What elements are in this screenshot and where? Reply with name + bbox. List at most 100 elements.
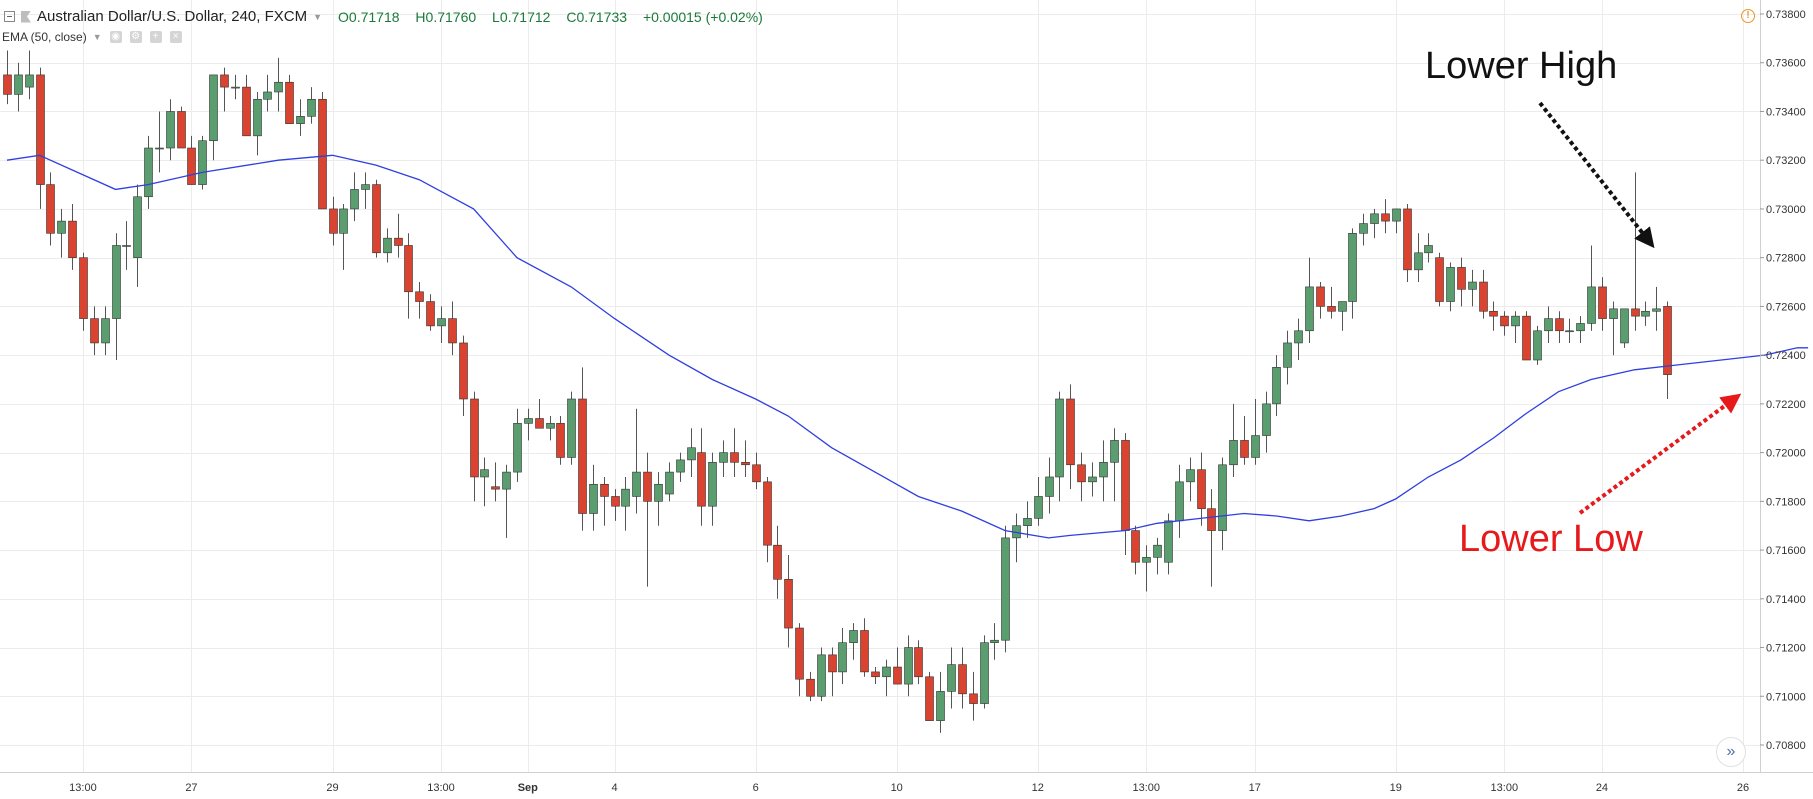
candle bbox=[1511, 311, 1520, 343]
time-tick-label: 12 bbox=[1032, 782, 1044, 794]
visibility-icon[interactable]: ◉ bbox=[109, 31, 122, 43]
candle bbox=[535, 398, 544, 429]
price-tick-label: 0.71400 bbox=[1766, 594, 1806, 606]
candle bbox=[806, 671, 815, 702]
indicator-chevron-icon[interactable]: ▼ bbox=[92, 32, 102, 42]
time-tick-label: 27 bbox=[185, 782, 197, 794]
candle-body-down bbox=[773, 544, 782, 580]
candle-body-down bbox=[1522, 315, 1531, 361]
flag-icon[interactable] bbox=[21, 10, 31, 23]
candle bbox=[600, 476, 609, 526]
candle-body-down bbox=[1489, 310, 1498, 317]
price-tick-label: 0.73600 bbox=[1766, 58, 1806, 70]
candle bbox=[795, 623, 804, 697]
candle-body-up bbox=[274, 81, 283, 93]
candle-body-down bbox=[36, 74, 45, 185]
candle bbox=[198, 135, 207, 190]
candle-body-down bbox=[318, 98, 327, 210]
candle-body-down bbox=[404, 245, 413, 293]
indicator-row: EMA (50, close) ▼ ◉ ⚙ + × bbox=[2, 30, 182, 44]
candle bbox=[1348, 228, 1357, 319]
candle bbox=[925, 671, 934, 721]
candle-body-down bbox=[1121, 440, 1130, 531]
candle bbox=[1609, 301, 1618, 356]
candle-body-up bbox=[546, 423, 555, 429]
candle-body-up bbox=[253, 98, 262, 137]
candle-body-up bbox=[980, 642, 989, 704]
candle bbox=[350, 172, 359, 222]
candle-body-up bbox=[1272, 367, 1281, 405]
candle bbox=[1240, 416, 1249, 465]
candle-body-up bbox=[296, 116, 305, 124]
price-tick-label: 0.72000 bbox=[1766, 448, 1806, 460]
warning-icon[interactable]: ! bbox=[1741, 9, 1755, 23]
candle bbox=[665, 462, 674, 502]
candle-body-up bbox=[101, 318, 110, 344]
candle bbox=[860, 618, 869, 677]
scroll-to-realtime-button[interactable]: » bbox=[1716, 737, 1746, 767]
price-tick-label: 0.71600 bbox=[1766, 545, 1806, 557]
candle-body-up bbox=[383, 237, 392, 254]
candle bbox=[437, 306, 446, 343]
candle-body-up bbox=[1034, 496, 1043, 519]
candle bbox=[1229, 403, 1238, 477]
indicator-label[interactable]: EMA (50, close) bbox=[2, 30, 87, 44]
candle-body-up bbox=[1305, 286, 1314, 332]
candle bbox=[1435, 252, 1444, 307]
candle bbox=[1338, 301, 1347, 331]
chart-header: Australian Dollar/U.S. Dollar, 240, FXCM… bbox=[0, 0, 1760, 44]
candle bbox=[1392, 208, 1401, 234]
candle bbox=[914, 640, 923, 685]
candle-body-up bbox=[1023, 518, 1032, 527]
candle bbox=[1641, 301, 1650, 326]
symbol-title[interactable]: Australian Dollar/U.S. Dollar, 240, FXCM bbox=[37, 8, 308, 25]
candle bbox=[25, 50, 34, 100]
candle bbox=[1283, 330, 1292, 385]
candle-body-down bbox=[3, 74, 12, 95]
price-axis[interactable]: 0.70800 0.71000 0.71200 0.71400 0.71600 0.718… bbox=[1760, 9, 1806, 752]
chevron-down-icon[interactable]: ▼ bbox=[313, 11, 323, 22]
candle-body-up bbox=[990, 639, 999, 643]
candle-body-up bbox=[231, 86, 240, 89]
candle-body-down bbox=[828, 654, 837, 673]
candle bbox=[1522, 311, 1531, 361]
candle-body-up bbox=[1251, 435, 1260, 458]
candle bbox=[383, 228, 392, 263]
candle bbox=[1121, 433, 1130, 555]
candle bbox=[1316, 282, 1325, 319]
candle-body-up bbox=[513, 423, 522, 473]
ohlc-values: O0.71718 H0.71760 L0.71712 C0.71733 +0.0… bbox=[338, 9, 775, 25]
candle bbox=[1088, 462, 1097, 497]
candle-body-up bbox=[665, 471, 674, 495]
collapse-icon[interactable] bbox=[4, 11, 15, 22]
candle bbox=[990, 623, 999, 660]
candle-body-up bbox=[719, 452, 728, 463]
price-tick-label: 0.72600 bbox=[1766, 301, 1806, 313]
more-icon[interactable]: + bbox=[149, 31, 162, 43]
candle bbox=[1327, 286, 1336, 319]
candle bbox=[166, 99, 175, 161]
candle-body-down bbox=[730, 452, 739, 463]
candle-body-up bbox=[1544, 318, 1553, 332]
candle bbox=[448, 301, 457, 356]
candle bbox=[1446, 262, 1455, 312]
candle-body-up bbox=[144, 147, 153, 198]
candle-body-up bbox=[339, 208, 348, 234]
price-tick-label: 0.73200 bbox=[1766, 155, 1806, 167]
candle bbox=[958, 647, 967, 709]
remove-icon[interactable]: × bbox=[169, 31, 182, 43]
settings-icon[interactable]: ⚙ bbox=[129, 31, 142, 43]
time-axis[interactable]: 13:00 27 29 13:00 Sep 4 6 10 12 13:00 17 19 13:00 24 2… bbox=[69, 782, 1749, 794]
price-tick-label: 0.70800 bbox=[1766, 740, 1806, 752]
candle-body-up bbox=[480, 469, 489, 478]
candle-body-down bbox=[1479, 281, 1488, 312]
candle bbox=[3, 50, 12, 105]
price-tick-label: 0.72800 bbox=[1766, 253, 1806, 265]
candle bbox=[1359, 213, 1368, 246]
candle bbox=[1631, 172, 1640, 331]
candle-body-down bbox=[1457, 267, 1466, 290]
candle bbox=[155, 111, 164, 173]
candle-body-down bbox=[187, 147, 196, 185]
candle-body-down bbox=[177, 111, 186, 149]
